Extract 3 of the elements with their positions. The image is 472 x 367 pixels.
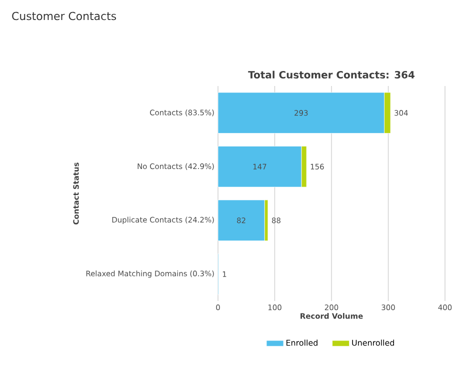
bar — [218, 200, 265, 242]
text: Customer Contacts — [12, 12, 116, 20]
chart-subtitle: Total Customer Contacts: 364 — [248, 70, 414, 79]
